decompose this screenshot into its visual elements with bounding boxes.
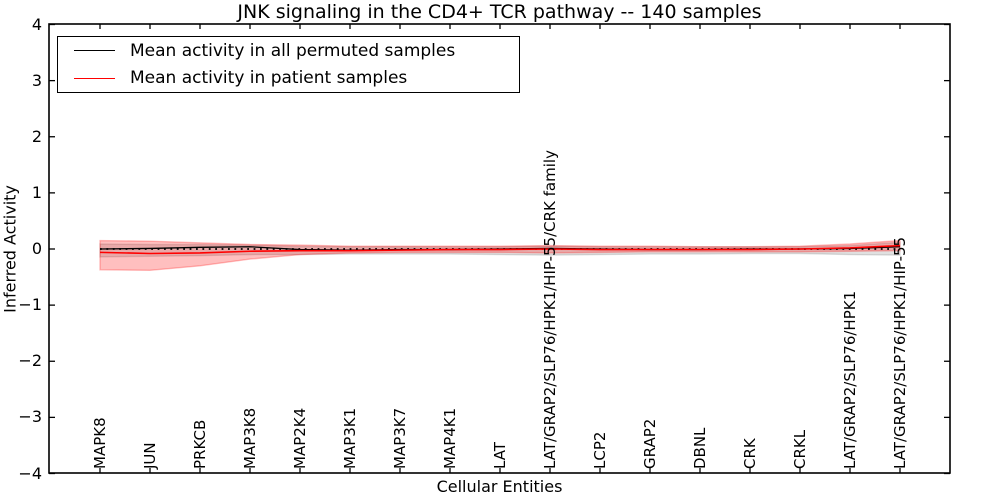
y-tick-label: 3 <box>31 70 42 90</box>
x-tick-label: CRKL <box>791 429 809 469</box>
x-tick-label: LAT <box>491 442 509 469</box>
x-tick-label: MAPK8 <box>91 417 109 469</box>
black-line-sample <box>74 50 115 52</box>
x-tick-label: MAP4K1 <box>441 407 459 469</box>
x-tick-label: MAP3K8 <box>241 407 259 469</box>
y-tick-label: 2 <box>31 126 42 146</box>
legend-item-permuted: Mean activity in all permuted samples <box>58 37 519 64</box>
y-tick-label: −1 <box>18 295 42 315</box>
legend-label: Mean activity in all permuted samples <box>130 40 456 61</box>
chart-title: JNK signaling in the CD4+ TCR pathway --… <box>237 1 762 23</box>
x-tick-label: MAP2K4 <box>291 407 309 469</box>
x-tick-label: LAT/GRAP2/SLP76/HPK1/HIP-55 <box>891 236 909 469</box>
y-tick-label: 0 <box>31 239 42 258</box>
y-tick-label: −3 <box>18 407 42 427</box>
x-tick-label: CRK <box>741 438 759 469</box>
x-tick-label: PRKCB <box>191 419 209 469</box>
x-tick-label: LCP2 <box>591 431 609 469</box>
legend: Mean activity in all permuted samples Me… <box>57 36 520 93</box>
y-tick-label: 1 <box>31 182 42 202</box>
legend-item-patient: Mean activity in patient samples <box>58 65 519 92</box>
x-tick-label: MAP3K1 <box>341 407 359 469</box>
x-axis-label: Cellular Entities <box>436 477 563 496</box>
y-tick-label: 4 <box>31 14 42 34</box>
legend-label: Mean activity in patient samples <box>130 68 408 89</box>
red-line-sample <box>74 77 115 79</box>
y-tick-label: −4 <box>18 463 42 483</box>
x-tick-label: LAT/GRAP2/SLP76/HPK1 <box>841 290 859 469</box>
x-tick-label: LAT/GRAP2/SLP76/HPK1/HIP-55/CRK family <box>541 150 559 469</box>
y-tick-label: −2 <box>18 351 42 371</box>
x-tick-label: JUN <box>141 442 159 469</box>
x-tick-label: GRAP2 <box>641 418 659 469</box>
x-tick-label: DBNL <box>691 427 709 469</box>
x-tick-label: MAP3K7 <box>391 407 409 469</box>
